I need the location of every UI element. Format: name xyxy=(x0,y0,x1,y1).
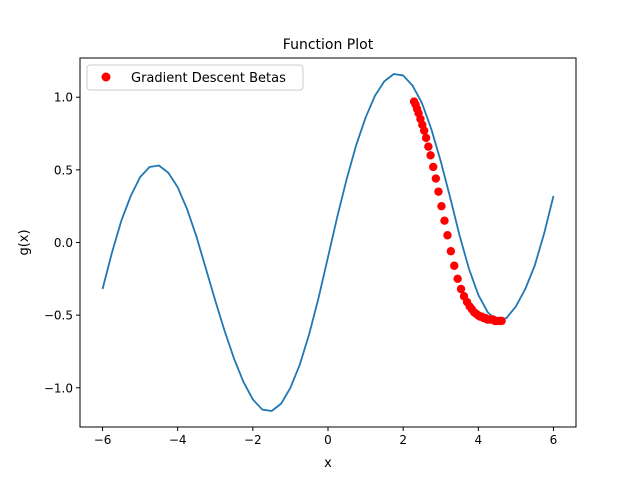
y-tick-label: 0.5 xyxy=(54,163,73,177)
gradient-descent-point xyxy=(440,216,449,225)
gradient-descent-point xyxy=(434,187,443,196)
x-tick-label: −2 xyxy=(244,433,262,447)
function-line xyxy=(101,73,555,412)
gradient-descent-point xyxy=(426,151,435,160)
x-tick-label: 4 xyxy=(474,433,482,447)
plot-frame xyxy=(79,57,577,428)
gradient-descent-point xyxy=(421,133,431,143)
y-tick-label: −0.5 xyxy=(44,309,73,323)
legend-box xyxy=(86,64,304,91)
gradient-descent-point xyxy=(419,126,429,135)
chart-title: Function Plot xyxy=(283,37,374,53)
legend-marker xyxy=(101,72,111,82)
x-tick-label: −6 xyxy=(94,433,112,447)
gradient-descent-point xyxy=(497,316,506,326)
y-tick-label: 0.0 xyxy=(54,236,73,250)
gradient-descent-point xyxy=(446,247,456,256)
legend-label: Gradient Descent Betas xyxy=(131,71,286,86)
y-tick-label: −1.0 xyxy=(44,381,73,395)
x-tick-label: 2 xyxy=(399,433,407,447)
x-tick-label: 0 xyxy=(324,433,332,447)
plot-area xyxy=(101,73,555,412)
gradient-descent-point xyxy=(429,162,438,172)
axis-ticks: −6 −4 −2 0 2 4 6 −1.0 −0.5 0.0 0.5 1.0 xyxy=(44,91,557,447)
x-tick-label: 6 xyxy=(550,433,558,447)
gradient-descent-point xyxy=(424,142,433,151)
x-tick-label: −4 xyxy=(169,433,187,447)
gradient-descent-point xyxy=(456,284,466,294)
x-axis-label: x xyxy=(324,456,332,471)
gradient-descent-point xyxy=(450,261,459,270)
y-tick-label: 1.0 xyxy=(54,91,73,105)
gradient-descent-point xyxy=(437,201,446,211)
gradient-descent-point xyxy=(443,231,452,240)
gradient-descent-point xyxy=(453,274,462,284)
y-axis-label: g(x) xyxy=(17,229,32,255)
gradient-descent-point xyxy=(431,174,441,183)
legend: Gradient Descent Betas xyxy=(86,64,304,91)
